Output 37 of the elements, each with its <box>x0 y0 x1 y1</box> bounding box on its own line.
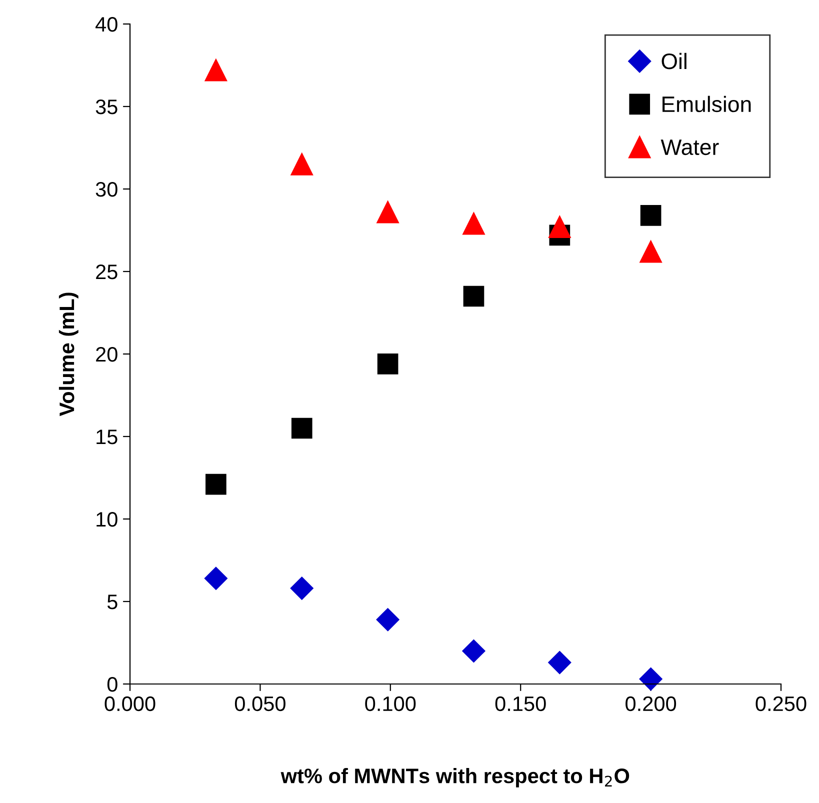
point <box>640 204 662 226</box>
y-tick-label: 30 <box>96 182 118 197</box>
point <box>376 608 400 632</box>
y-tick-label: 15 <box>96 430 118 444</box>
y-tick-label: 35 <box>96 100 118 114</box>
y-tick-label: 5 <box>107 594 118 610</box>
point <box>376 200 399 224</box>
x-tick-label: 0.200 <box>626 696 676 712</box>
y-tick-label: 20 <box>96 347 118 362</box>
y-axis-title: Volume (mL) <box>58 292 78 416</box>
x-tick-label: 0.050 <box>234 696 286 712</box>
y-tick-label: 25 <box>96 264 118 280</box>
x-tick-label: 0.000 <box>104 696 156 712</box>
point <box>463 286 484 307</box>
point <box>290 153 313 176</box>
x-tick-label: 0.150 <box>495 696 546 712</box>
x-tick-label: 0.250 <box>756 696 806 712</box>
point <box>462 640 486 662</box>
point <box>291 418 312 439</box>
y-tick-label: 10 <box>96 512 118 527</box>
x-tick-label: 0.100 <box>365 696 416 712</box>
point <box>290 576 314 600</box>
legend-label: Water <box>660 140 719 156</box>
point <box>639 668 662 691</box>
legend-label: Emulsion <box>662 96 751 112</box>
point <box>462 212 485 235</box>
point <box>548 651 572 674</box>
point <box>204 59 228 82</box>
y-tick-label: 0 <box>107 677 118 692</box>
legend-label: Oil <box>662 52 686 70</box>
point <box>206 474 226 495</box>
point <box>204 566 228 590</box>
y-tick-label: 40 <box>96 17 118 32</box>
x-axis-title: wt% of MWNTs with respect to H$_{2}$O <box>280 768 630 788</box>
point <box>640 240 662 263</box>
point <box>548 216 571 238</box>
point <box>377 353 398 374</box>
